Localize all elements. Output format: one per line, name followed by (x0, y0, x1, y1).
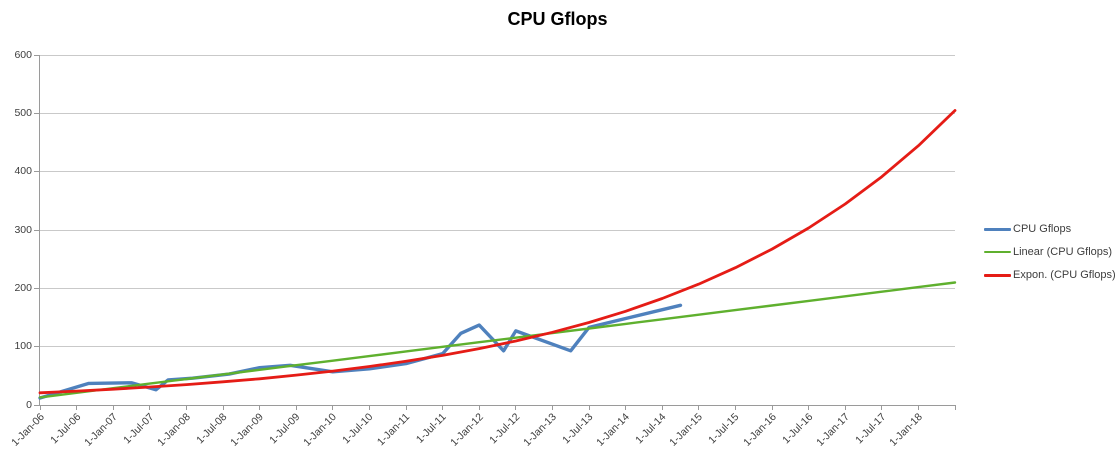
x-axis-label: 1-Jul-12 (486, 411, 523, 447)
x-axis-tick (881, 405, 883, 410)
y-axis-label: 300 (14, 223, 32, 236)
x-axis-tick (734, 405, 736, 410)
x-axis-tick (222, 405, 224, 410)
gridline-400 (40, 171, 955, 173)
y-axis-tick (34, 54, 40, 56)
y-axis-label: 400 (14, 165, 32, 178)
y-axis-line (39, 55, 40, 406)
x-axis-label: 1-Jan-13 (521, 411, 559, 449)
y-axis-tick (34, 346, 40, 348)
x-axis-tick (954, 405, 956, 410)
x-axis-label: 1-Jan-12 (447, 411, 486, 449)
y-axis-tick (34, 229, 40, 231)
x-axis-label: 1-Jan-18 (887, 411, 925, 449)
x-axis-label: 1-Jul-17 (852, 411, 889, 447)
x-axis-label: 1-Jul-16 (779, 411, 816, 447)
x-axis-tick (917, 405, 919, 410)
x-axis-tick (149, 405, 151, 410)
series-line-linear-trendline (38, 281, 957, 399)
x-axis-label: 1-Jan-16 (740, 411, 779, 449)
x-axis-tick (661, 405, 663, 410)
y-axis-tick (34, 171, 40, 173)
x-axis-label: 1-Jan-11 (375, 411, 413, 449)
legend-swatch-icon (984, 251, 1011, 253)
y-axis-tick (34, 404, 40, 406)
x-axis-label: 1-Jan-08 (155, 411, 193, 449)
y-axis-label: 500 (14, 106, 32, 119)
x-axis-tick (405, 405, 407, 410)
x-axis-tick (625, 405, 627, 410)
legend-label: CPU Gflops (1013, 223, 1072, 235)
x-axis-label: 1-Jul-08 (194, 411, 230, 447)
y-axis-tick (34, 112, 40, 114)
gridline-500 (40, 112, 955, 114)
x-axis-label: 1-Jan-14 (594, 411, 633, 449)
x-axis-tick (551, 405, 553, 410)
x-axis-tick (112, 405, 114, 410)
x-axis-tick (515, 405, 517, 410)
x-axis-tick (295, 405, 297, 410)
x-axis-label: 1-Jan-17 (813, 411, 852, 449)
legend-label: Expon. (CPU Gflops) (1013, 269, 1115, 281)
x-axis-label: 1-Jan-09 (228, 411, 267, 449)
x-axis-tick (808, 405, 810, 410)
x-axis-line (39, 405, 955, 406)
x-axis-label: 1-Jan-10 (301, 411, 340, 449)
x-axis-tick (76, 405, 78, 410)
x-axis-label: 1-Jul-07 (120, 411, 157, 447)
x-axis-tick (771, 405, 773, 410)
series-canvas (38, 109, 957, 400)
x-axis-label: 1-Jul-14 (633, 411, 669, 447)
y-axis-label: 600 (14, 48, 32, 61)
chart-title: CPU Gflops (507, 9, 608, 29)
gridline-200 (40, 287, 955, 289)
x-axis-tick (185, 405, 187, 410)
x-axis-tick (588, 405, 590, 410)
x-axis-tick (844, 405, 846, 410)
y-axis-label: 100 (14, 340, 32, 353)
x-axis-label: 1-Jul-15 (706, 411, 742, 447)
y-axis-label: 200 (14, 281, 32, 294)
x-axis-label: 1-Jan-07 (81, 411, 120, 449)
x-axis-tick (259, 405, 261, 410)
legend-swatch-icon (984, 227, 1011, 231)
x-axis-label: 1-Jul-09 (267, 411, 303, 447)
x-axis-label: 1-Jul-13 (560, 411, 596, 447)
x-axis-tick (698, 405, 700, 410)
x-axis-tick (332, 405, 334, 410)
x-axis-tick (368, 405, 370, 410)
x-axis-label: 1-Jan-15 (667, 411, 706, 449)
x-axis-tick (39, 405, 41, 410)
x-axis-label: 1-Jul-11 (414, 411, 450, 446)
gridline-600 (40, 54, 955, 56)
gridline-300 (40, 229, 955, 231)
y-axis-label: 0 (26, 398, 32, 411)
series-line-data (38, 303, 683, 400)
x-axis-label: 1-Jul-10 (340, 411, 376, 447)
y-axis-tick (34, 287, 40, 289)
legend-label: Linear (CPU Gflops) (1013, 246, 1113, 258)
legend-swatch-icon (984, 273, 1011, 277)
series-line-exponential-trendline (38, 109, 957, 395)
x-axis-label: 1-Jan-06 (8, 411, 47, 449)
x-axis-tick (478, 405, 480, 410)
x-axis-tick (442, 405, 444, 410)
x-axis-label: 1-Jul-06 (47, 411, 84, 447)
